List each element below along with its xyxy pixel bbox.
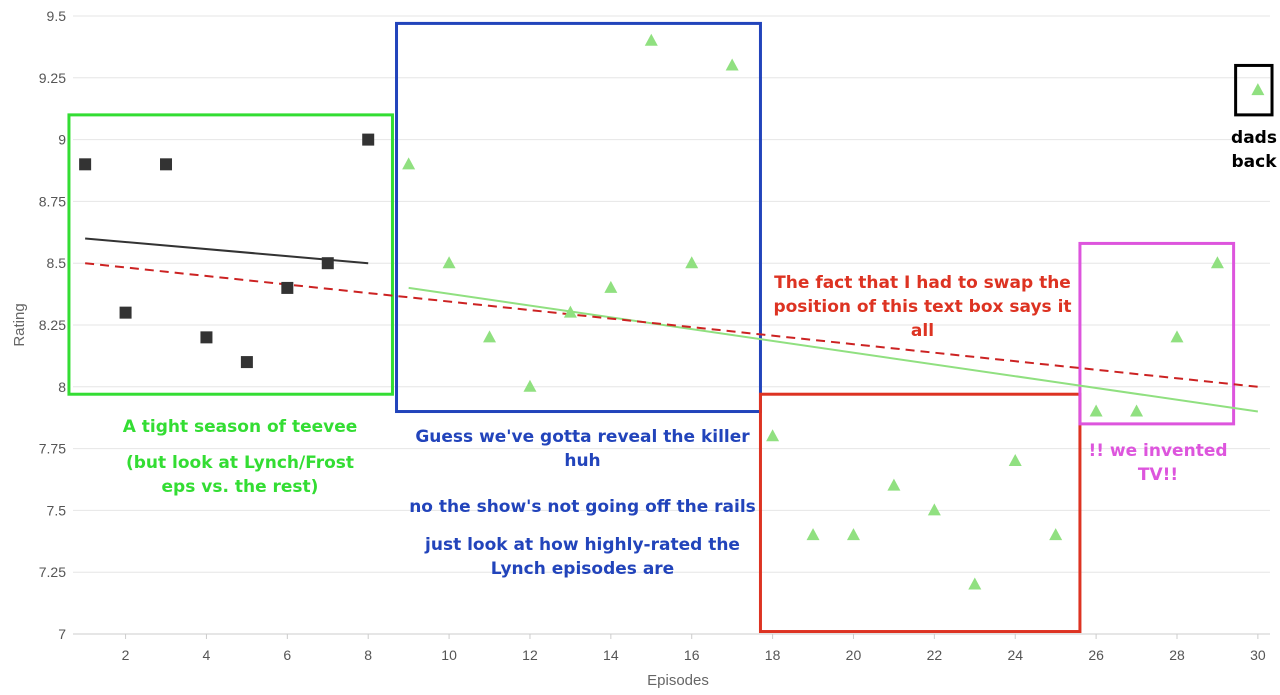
annotation-red: The fact that I had to swap the position…	[755, 271, 1090, 343]
y-tick-label: 9	[58, 132, 66, 148]
x-tick-label: 18	[765, 647, 781, 663]
data-point-triangle	[1251, 83, 1265, 96]
y-tick-label: 9.5	[47, 8, 67, 24]
x-tick-label: 6	[283, 647, 291, 663]
data-point-triangle	[725, 58, 739, 71]
annotation-green: A tight season of teevee (but look at Ly…	[80, 415, 400, 499]
y-tick-labels: 7 7.25 7.5 7.75 8 8.25 8.5 8.75 9 9.25 9.5	[39, 8, 66, 642]
annotation-box	[395, 21, 762, 414]
y-tick-label: 7.75	[39, 441, 66, 457]
data-point-triangle	[766, 429, 780, 442]
annotation-blue-line4: just look at how highly-rated the	[425, 535, 740, 555]
annotation-pink: !! we invented TV!!	[1080, 439, 1236, 487]
annotation-box	[67, 113, 394, 396]
data-point-square	[160, 158, 173, 171]
data-point-square	[281, 281, 294, 294]
y-tick-label: 8	[58, 379, 66, 395]
data-point-square	[321, 257, 334, 270]
data-point-triangle	[887, 478, 901, 491]
trendlines	[85, 237, 1259, 413]
x-tick-label: 24	[1007, 647, 1023, 663]
x-axis-label: Episodes	[647, 672, 709, 689]
x-tick-label: 12	[522, 647, 538, 663]
data-point-square	[119, 306, 132, 319]
annotation-blue-line2: huh	[564, 451, 601, 471]
data-point-triangle	[523, 379, 537, 392]
data-point-triangle	[846, 528, 860, 541]
x-tick-label: 30	[1250, 647, 1266, 663]
data-point-triangle	[968, 577, 982, 590]
annotation-box	[1078, 241, 1236, 426]
x-tick-labels: 2 4 6 8 10 12 14 16 18 20 22 24 26 28 30	[122, 634, 1266, 663]
annotation-pink-line2: TV!!	[1137, 465, 1179, 485]
x-tick-label: 16	[684, 647, 700, 663]
annotation-red-line1: The fact that I had to swap the	[774, 273, 1071, 293]
x-tick-label: 26	[1088, 647, 1104, 663]
data-point-triangle	[442, 256, 456, 269]
x-tick-label: 4	[203, 647, 211, 663]
data-point-square	[240, 356, 253, 369]
annotation-green-line2: (but look at Lynch/Frost	[125, 453, 355, 473]
annotation-black: dads back	[1220, 126, 1280, 174]
data-point-triangle	[604, 280, 618, 293]
annotation-black-line1: dads	[1231, 128, 1277, 148]
data-point-triangle	[806, 528, 820, 541]
trendline	[85, 262, 1258, 388]
annotation-blue: Guess we've gotta reveal the killer huh …	[390, 425, 775, 581]
x-tick-label: 2	[122, 647, 130, 663]
annotation-green-line3: eps vs. the rest)	[161, 477, 319, 497]
annotation-box	[1234, 63, 1274, 117]
data-point-triangle	[685, 256, 699, 269]
y-tick-label: 9.25	[39, 70, 66, 86]
annotation-blue-line3: no the show's not going off the rails	[409, 497, 756, 517]
annotation-red-line3: all	[910, 321, 935, 341]
data-points	[79, 33, 1265, 590]
data-point-triangle	[1008, 453, 1022, 466]
trendline	[85, 237, 369, 265]
annotation-red-line2: position of this text box says it	[773, 297, 1072, 317]
x-tick-label: 10	[441, 647, 457, 663]
y-axis-label: Rating	[11, 303, 28, 346]
data-point-triangle	[644, 33, 658, 46]
annotation-blue-line1: Guess we've gotta reveal the killer	[415, 427, 750, 447]
data-point-triangle	[1210, 256, 1224, 269]
trendline	[408, 286, 1259, 413]
data-point-triangle	[1130, 404, 1144, 417]
y-tick-label: 8.25	[39, 317, 66, 333]
data-point-triangle	[1049, 528, 1063, 541]
annotation-black-line2: back	[1231, 152, 1277, 172]
x-tick-label: 14	[603, 647, 619, 663]
x-tick-label: 28	[1169, 647, 1185, 663]
x-tick-label: 22	[927, 647, 943, 663]
x-tick-label: 8	[364, 647, 372, 663]
y-tick-label: 8.75	[39, 193, 66, 209]
data-point-triangle	[1089, 404, 1103, 417]
annotation-boxes	[67, 21, 1274, 634]
data-point-triangle	[927, 503, 941, 516]
annotation-blue-line5: Lynch episodes are	[490, 559, 675, 579]
data-point-triangle	[402, 157, 416, 170]
data-point-triangle	[483, 330, 497, 343]
annotation-box	[758, 392, 1082, 634]
data-point-triangle	[563, 305, 577, 318]
y-tick-label: 7.25	[39, 564, 66, 580]
data-point-square	[200, 331, 213, 344]
y-tick-label: 8.5	[47, 255, 67, 271]
data-point-square	[362, 133, 375, 146]
y-tick-label: 7	[58, 626, 66, 642]
y-tick-label: 7.5	[47, 502, 67, 518]
annotation-green-line1: A tight season of teevee	[122, 417, 358, 437]
data-point-square	[79, 158, 92, 171]
data-point-triangle	[1170, 330, 1184, 343]
annotation-pink-line1: !! we invented	[1088, 441, 1228, 461]
x-tick-label: 20	[846, 647, 862, 663]
